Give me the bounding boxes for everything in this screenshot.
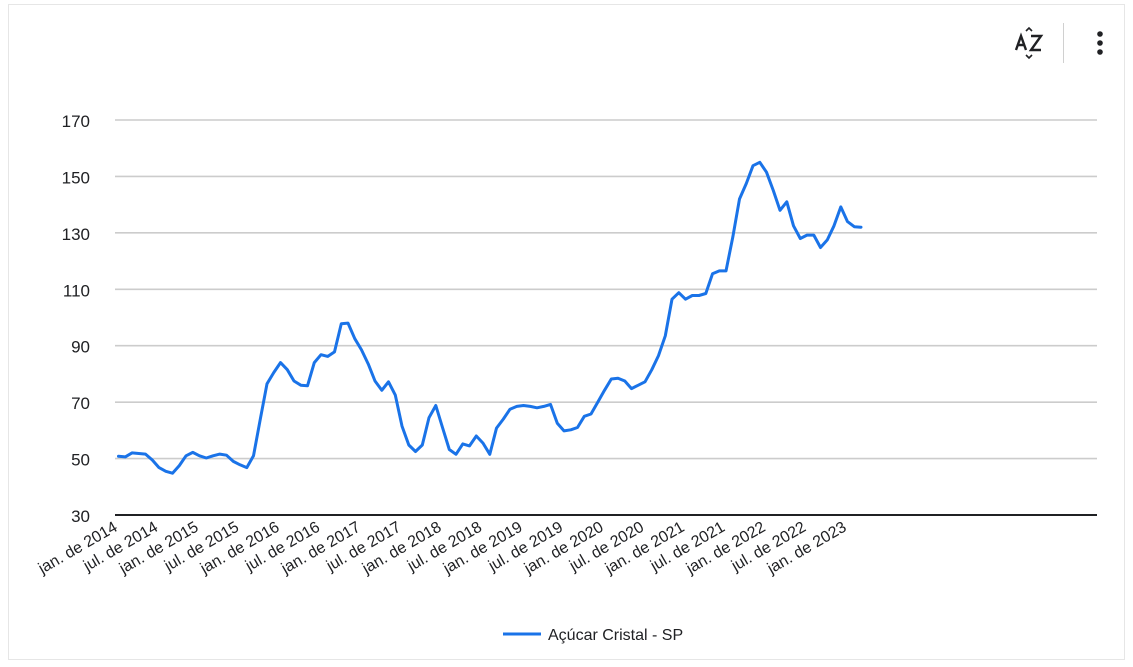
- y-tick-label: 110: [63, 281, 90, 300]
- y-tick-label: 70: [71, 394, 90, 413]
- chart-toolbar: [1009, 23, 1110, 63]
- legend-label: Açúcar Cristal - SP: [548, 627, 683, 644]
- chart-gridlines: [115, 119, 1097, 516]
- y-tick-label: 170: [62, 112, 90, 131]
- chart-card: [8, 4, 1125, 660]
- plot-area: [117, 160, 863, 475]
- more-options-button[interactable]: [1090, 23, 1110, 63]
- y-tick-label: 50: [71, 451, 90, 470]
- y-axis-labels: 30 50 70 90 110 130 150 170: [62, 112, 90, 526]
- y-tick-label: 150: [62, 168, 90, 187]
- y-tick-label: 30: [71, 507, 90, 526]
- series-line-acucar-cristal-sp[interactable]: [117, 160, 863, 475]
- y-tick-label: 130: [62, 225, 90, 244]
- sort-button[interactable]: [1009, 23, 1049, 63]
- toolbar-divider: [1063, 23, 1064, 63]
- legend[interactable]: Açúcar Cristal - SP: [503, 627, 683, 644]
- y-tick-label: 90: [71, 338, 90, 357]
- more-vert-icon: [1097, 31, 1103, 55]
- sort-az-icon: [1014, 26, 1044, 60]
